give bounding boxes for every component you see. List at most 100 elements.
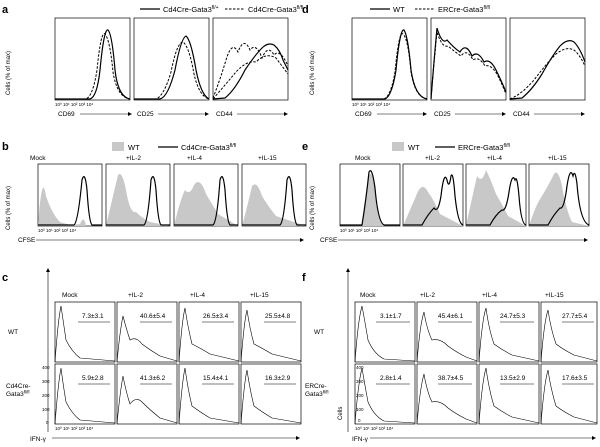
xlabel-e: CFSE (320, 237, 338, 244)
curve-c-ko-il4 (178, 367, 240, 425)
curve-f-wt-il2 (416, 311, 478, 363)
stat-c-ko-mock: 5.9±2.8 (82, 375, 104, 382)
marker-a-cd69: CD69 (58, 111, 75, 118)
panel-b-label: b (2, 141, 9, 153)
stat-c-wt-il15: 25.5±4.8 (265, 313, 291, 320)
stat-c-wt-mock: 7.3±3.1 (82, 313, 104, 320)
legend-d-dashed-label: ERCre-Gata3fl/fl (438, 5, 490, 14)
plot-f-ko-il15 (540, 363, 598, 425)
curve-c-wt-il15 (240, 309, 302, 363)
plot-c-wt-mock (54, 301, 116, 363)
cond-e-il2: +IL-2 (425, 155, 440, 162)
panel-c: c Mock +IL-2 +IL-4 +IL-15 WT Cd4Cre- Gat… (2, 268, 302, 443)
ticks-d: 10⁰ 10¹ 10² 10³ 10⁴ (352, 102, 390, 107)
marker-a-cd25: CD25 (137, 111, 154, 118)
curve-c-ko-il15 (240, 369, 302, 425)
panel-a-ylabel: Cells (% of max) (6, 51, 12, 95)
ticks-c: 10⁰ 10¹ 10² 10³ 10⁴ (55, 426, 93, 431)
panel-d-label: d (302, 4, 309, 16)
row-f-wt: WT (314, 329, 324, 336)
cond-f-il2: +IL-2 (420, 292, 435, 299)
ticks-e: 10⁰ 10¹ 10² 10³ 10⁴ (340, 228, 378, 233)
row-c-wt: WT (8, 329, 18, 336)
curve-e-il4 (466, 177, 527, 226)
curve-d-cd25-solid (430, 27, 507, 100)
curve-c-ko-il2 (116, 375, 178, 425)
panel-d-ylabel: Cells (% of max) (310, 51, 316, 95)
arrow-a-cd25-head (205, 112, 209, 116)
curve-e-il2 (403, 174, 464, 226)
arrow-b-head (300, 238, 304, 242)
curve-d-cd25-dashed (430, 31, 507, 100)
plot-c-wt-il2 (116, 301, 178, 363)
plot-f-wt-mock (354, 301, 416, 363)
panel-e-label: e (302, 141, 308, 153)
plot-a-cd44 (212, 17, 289, 101)
ytick-f-100: 100 (356, 407, 364, 412)
curve-c-wt-il2 (116, 315, 178, 363)
legend-a-solid-label: Cd4Cre-Gata3fl/+ (163, 5, 219, 14)
arrow-a-cd69-head (128, 112, 132, 116)
plot-f-wt-il4 (478, 301, 540, 363)
fill-b-il4 (174, 182, 238, 226)
plot-f-wt-il2 (416, 301, 478, 363)
curve-c-ko-mock (54, 367, 116, 425)
row-f-ko-line2: Gata3fl/fl (305, 390, 328, 399)
curve-d-cd44-solid (509, 40, 586, 100)
panel-e: e WT ERCre-Gata3fl/fl Cells (% of max) M… (302, 141, 590, 244)
cond-e-mock: Mock (355, 155, 371, 162)
c-y-arrow-head (46, 268, 50, 272)
curve-d-cd69-dashed (352, 33, 428, 100)
f-y-arrow-head (346, 268, 350, 272)
row-f-ko-line1: ERCre- (305, 383, 327, 390)
stat-c-wt-il2: 40.6±5.4 (140, 313, 166, 320)
cond-c-il4: +IL-4 (190, 292, 205, 299)
legend-e-gray-swatch (392, 142, 404, 151)
curve-a-cd44-solid (212, 43, 289, 100)
cond-f-il15: +IL-15 (545, 292, 564, 299)
cond-f-il4: +IL-4 (482, 292, 497, 299)
ytick-f-400: 400 (356, 365, 364, 370)
panel-f-label: f (302, 272, 306, 284)
curve-f-wt-il15 (540, 309, 598, 363)
fill-b-il15 (242, 184, 306, 226)
ytick-c-100: 100 (42, 407, 50, 412)
ticks-b: 10⁰ 10¹ 10² 10³ 10⁴ (38, 228, 76, 233)
stat-f-ko-il15: 17.6±3.5 (562, 375, 588, 382)
plot-d-cd44 (509, 17, 586, 101)
marker-a-cd44: CD44 (216, 111, 233, 118)
cond-c-il2: +IL-2 (128, 292, 143, 299)
fill-b-mock (38, 187, 86, 226)
ticks-f: 10⁰ 10¹ 10² 10³ 10⁴ (355, 426, 393, 431)
curve-c-wt-mock (54, 305, 116, 363)
cond-b-il4: +IL-4 (187, 155, 202, 162)
stat-f-ko-mock: 2.8±1.4 (380, 375, 402, 382)
ytick-c-400: 400 (42, 365, 50, 370)
curve-a-cd25-solid (134, 35, 210, 100)
curve-f-wt-mock (354, 305, 416, 363)
cond-c-mock: Mock (62, 292, 78, 299)
curve-f-wt-il4 (478, 307, 540, 363)
ylabel-f: Cells (338, 407, 344, 420)
curve-f-ko-il15 (540, 369, 598, 425)
marker-d-cd44: CD44 (513, 111, 530, 118)
curve-f-ko-mock (354, 367, 416, 425)
curve-b-il15 (242, 176, 306, 226)
stat-c-ko-il15: 16.3±2.9 (265, 375, 291, 382)
ticks-a: 10⁰ 10¹ 10² 10³ 10⁴ (55, 102, 93, 107)
cond-e-il4: +IL-4 (487, 155, 502, 162)
cond-c-il15: +IL-15 (250, 292, 269, 299)
curve-f-ko-il2 (416, 373, 478, 425)
cond-e-il15: +IL-15 (548, 155, 567, 162)
cond-b-il2: +IL-2 (126, 155, 141, 162)
legend-b-gray-label: WT (128, 143, 140, 152)
curve-d-cd44-dashed (509, 48, 586, 100)
panel-a-label: a (2, 4, 9, 16)
panel-b: b WT Cd4Cre-Gata3fl/fl Cells (% of max) … (2, 141, 307, 244)
stat-c-ko-il2: 41.3±6.2 (140, 375, 166, 382)
curve-a-cd44-dashed-2 (212, 55, 289, 100)
plot-f-ko-mock (354, 363, 416, 425)
ytick-f-200: 200 (356, 393, 364, 398)
row-c-ko-line2: Gata3fl/fl (6, 390, 29, 399)
